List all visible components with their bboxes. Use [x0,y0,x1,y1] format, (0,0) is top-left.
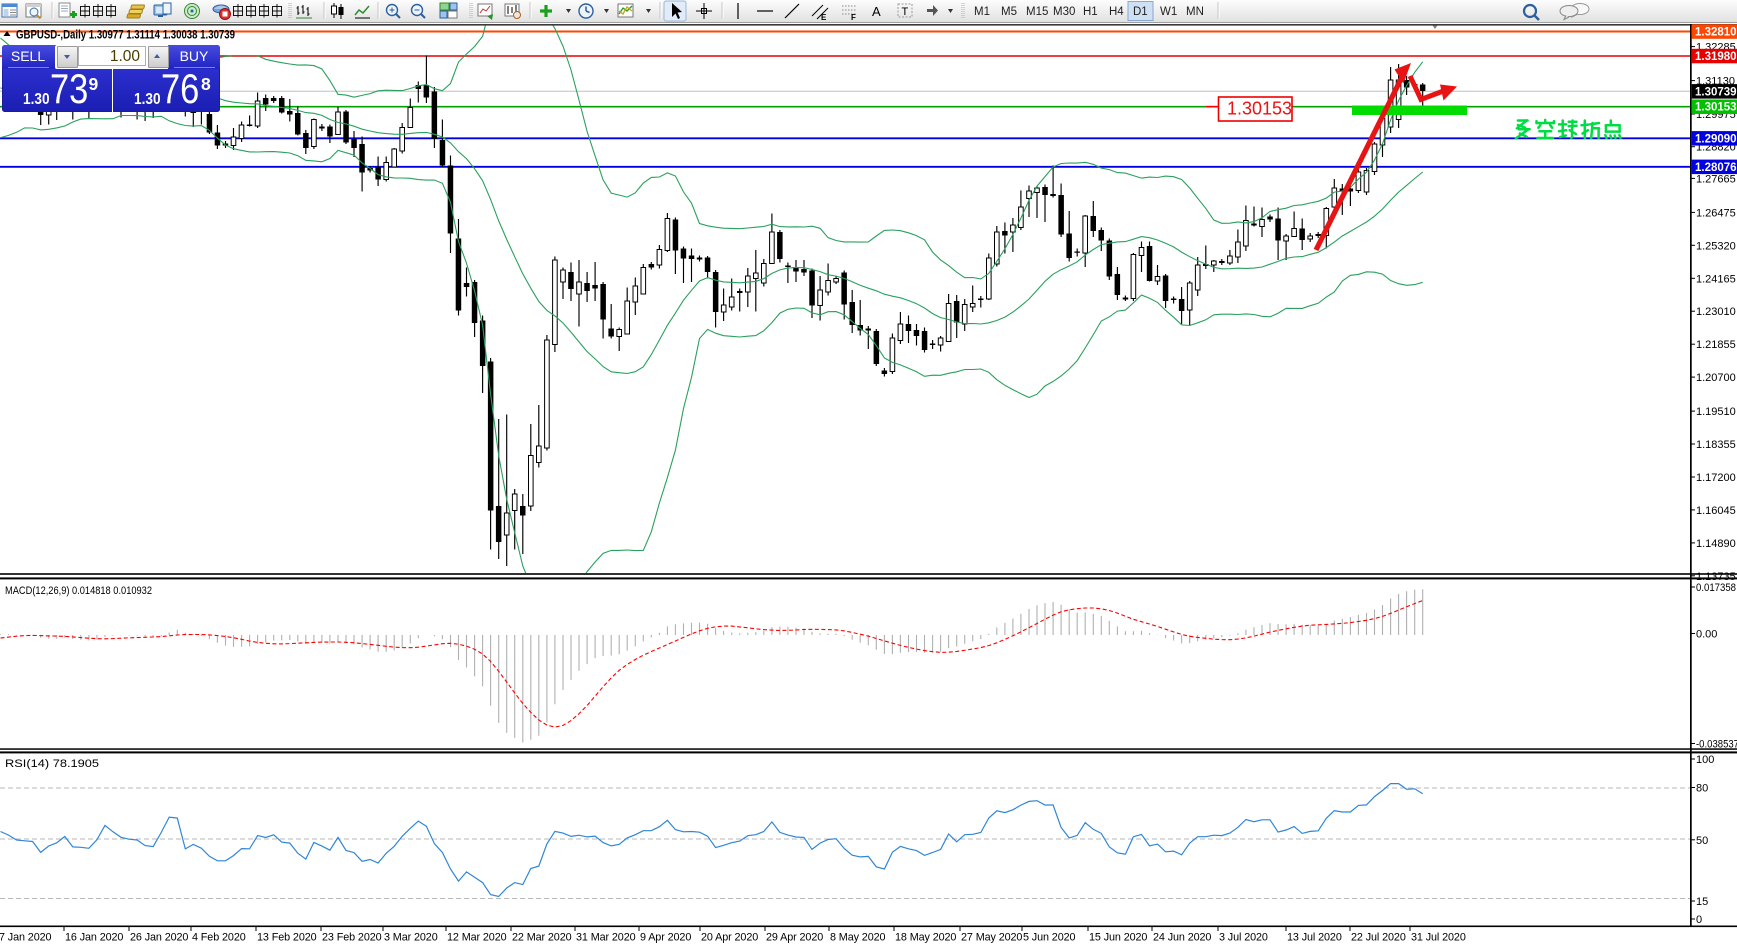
svg-text:29 Apr 2020: 29 Apr 2020 [766,932,823,944]
svg-text:50: 50 [1696,835,1708,847]
svg-text:22 Jul 2020: 22 Jul 2020 [1351,932,1406,944]
svg-text:F: F [851,13,856,22]
svg-text:3 Jul 2020: 3 Jul 2020 [1219,932,1268,944]
svg-text:1.31980: 1.31980 [1695,51,1737,63]
svg-text:MN: MN [1186,6,1204,18]
svg-text:1.19510: 1.19510 [1696,406,1736,418]
svg-text:1.14890: 1.14890 [1696,538,1736,550]
svg-text:1.18355: 1.18355 [1696,439,1736,451]
svg-text:1.30153: 1.30153 [1695,102,1737,114]
svg-text:M15: M15 [1026,6,1048,18]
svg-text:M5: M5 [1001,6,1017,18]
svg-text:5 Jun 2020: 5 Jun 2020 [1023,932,1076,944]
svg-text:GBPUSD-,Daily 1.30977 1.31114: GBPUSD-,Daily 1.30977 1.31114 1.30038 1.… [16,28,235,42]
svg-text:M30: M30 [1053,6,1075,18]
svg-text:20 Apr 2020: 20 Apr 2020 [701,932,758,944]
svg-text:1.27665: 1.27665 [1696,173,1736,185]
svg-text:13 Jul 2020: 13 Jul 2020 [1287,932,1342,944]
svg-text:1.16045: 1.16045 [1696,505,1736,517]
svg-text:1.26475: 1.26475 [1696,207,1736,219]
svg-text:80: 80 [1696,783,1708,795]
svg-text:27 May 2020: 27 May 2020 [961,932,1022,944]
svg-text:16 Jan 2020: 16 Jan 2020 [65,932,123,944]
svg-text:1.28076: 1.28076 [1695,162,1737,174]
svg-text:13 Feb 2020: 13 Feb 2020 [257,932,317,944]
svg-text:0.017358: 0.017358 [1696,582,1736,594]
svg-text:1.29090: 1.29090 [1695,133,1737,145]
svg-text:1.20700: 1.20700 [1696,372,1736,384]
svg-text:W1: W1 [1160,6,1177,18]
svg-text:H1: H1 [1083,6,1098,18]
svg-text:12 Mar 2020: 12 Mar 2020 [447,932,507,944]
svg-text:15 Jun 2020: 15 Jun 2020 [1089,932,1147,944]
svg-text:1.24165: 1.24165 [1696,273,1736,285]
svg-text:H4: H4 [1109,6,1124,18]
svg-text:1.25320: 1.25320 [1696,240,1736,252]
svg-text:31 Jul 2020: 31 Jul 2020 [1411,932,1466,944]
svg-text:4 Feb 2020: 4 Feb 2020 [192,932,246,944]
svg-text:1.23010: 1.23010 [1696,306,1736,318]
svg-text:0: 0 [1696,914,1702,926]
svg-text:A: A [872,4,881,19]
svg-text:0.00: 0.00 [1696,629,1717,641]
svg-text:8 May 2020: 8 May 2020 [830,932,886,944]
svg-text:23 Feb 2020: 23 Feb 2020 [322,932,382,944]
svg-text:1.30739: 1.30739 [1695,86,1737,98]
svg-text:26 Jan 2020: 26 Jan 2020 [130,932,188,944]
svg-text:-0.038537: -0.038537 [1696,739,1737,751]
svg-text:M1: M1 [974,6,990,18]
svg-text:18 May 2020: 18 May 2020 [895,932,956,944]
svg-text:3 Mar 2020: 3 Mar 2020 [384,932,438,944]
svg-text:RSI(14) 78.1905: RSI(14) 78.1905 [5,758,99,770]
svg-text:9 Apr 2020: 9 Apr 2020 [640,932,691,944]
svg-text:100: 100 [1696,754,1714,766]
svg-text:7 Jan 2020: 7 Jan 2020 [0,932,52,944]
svg-text:T: T [902,6,909,18]
svg-text:24 Jun 2020: 24 Jun 2020 [1153,932,1211,944]
svg-text:MACD(12,26,9) 0.014818 0.01093: MACD(12,26,9) 0.014818 0.010932 [5,585,152,597]
svg-text:15: 15 [1696,896,1708,908]
svg-text:31 Mar 2020: 31 Mar 2020 [576,932,636,944]
svg-text:1.30153: 1.30153 [1227,99,1292,119]
svg-text:1.21855: 1.21855 [1696,339,1736,351]
svg-text:22 Mar 2020: 22 Mar 2020 [512,932,572,944]
svg-text:1.13735: 1.13735 [1696,571,1736,583]
svg-text:1.32810: 1.32810 [1695,27,1737,39]
svg-text:D1: D1 [1133,6,1148,18]
svg-text:1.17200: 1.17200 [1696,472,1736,484]
svg-text:E: E [821,13,827,22]
